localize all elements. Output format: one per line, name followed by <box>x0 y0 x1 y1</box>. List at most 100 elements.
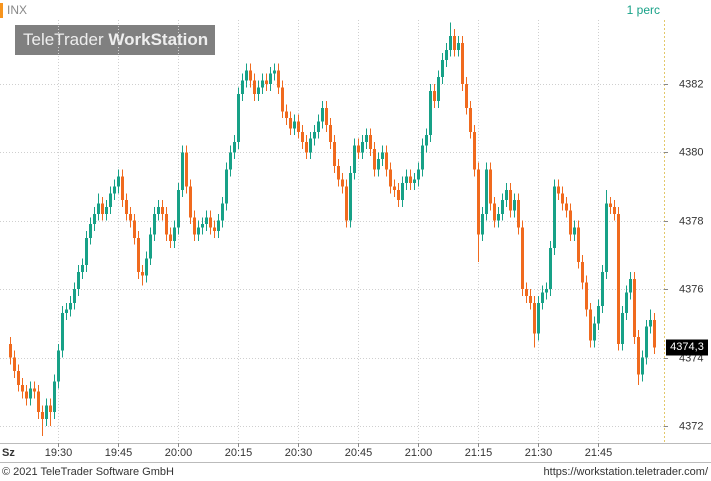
candle-body <box>605 203 608 273</box>
candle-body <box>365 135 368 143</box>
candle-body <box>229 152 232 170</box>
candle-body <box>265 80 268 84</box>
candle-body <box>109 193 112 208</box>
candle-body <box>141 272 144 276</box>
candle-body <box>421 145 424 170</box>
symbol-marker <box>0 3 3 18</box>
candle-body <box>493 203 496 221</box>
candle-body <box>289 118 292 129</box>
candle-body <box>325 107 328 125</box>
candle-body <box>405 176 408 184</box>
candle-body <box>409 176 412 184</box>
candle-body <box>445 49 448 61</box>
candle-body <box>257 87 260 95</box>
candle-body <box>629 278 632 293</box>
candle-body <box>217 220 220 231</box>
candle-body <box>337 166 340 180</box>
candle-body <box>105 207 108 214</box>
candle-body <box>613 207 616 214</box>
candle-body <box>45 405 48 420</box>
candle-body <box>201 224 204 228</box>
candle-body <box>469 107 472 132</box>
candle-body <box>161 207 164 214</box>
watermark: TeleTrader WorkStation <box>23 30 208 49</box>
candle-body <box>577 227 580 262</box>
candle-body <box>13 357 16 372</box>
candle-body <box>117 176 120 187</box>
candle-body <box>561 193 564 204</box>
candle-body <box>185 152 188 187</box>
candle-body <box>37 391 40 413</box>
candle-body <box>305 142 308 153</box>
candle-body <box>329 124 332 143</box>
candle-body <box>245 70 248 81</box>
candle-body <box>293 121 296 129</box>
candle-body <box>385 152 388 170</box>
candle-body <box>149 234 152 259</box>
candle-body <box>621 313 624 344</box>
x-tick-label: 20:00 <box>165 447 193 459</box>
candle-body <box>157 207 160 214</box>
x-tick-label: 20:15 <box>225 447 253 459</box>
candle-body <box>313 131 316 139</box>
candle-body <box>225 169 228 204</box>
candle-body <box>181 152 184 190</box>
candle-body <box>165 213 168 235</box>
candle-body <box>381 152 384 160</box>
candle-body <box>345 186 348 221</box>
candle-body <box>541 292 544 303</box>
candle-body <box>569 210 572 235</box>
candle-body <box>533 302 536 334</box>
y-tick-label: 4380 <box>679 146 703 158</box>
last-value-label: 4374,3 <box>670 341 704 353</box>
symbol: INX <box>7 3 27 17</box>
candle-body <box>213 227 216 231</box>
candle-body <box>317 121 320 132</box>
candle-body <box>285 111 288 119</box>
candle-body <box>49 405 52 413</box>
candle-body <box>173 227 176 242</box>
candle-body <box>137 237 140 273</box>
candle-body <box>273 70 276 74</box>
candle-body <box>269 73 272 84</box>
candle-body <box>197 227 200 235</box>
candle-body <box>97 203 100 214</box>
candle-body <box>397 189 400 201</box>
candle-body <box>617 213 620 344</box>
candle-body <box>521 227 524 290</box>
candle-body <box>241 80 244 95</box>
x-tick-label: 19:30 <box>45 447 73 459</box>
candle-body <box>413 179 416 184</box>
candle-body <box>57 350 60 382</box>
candle-body <box>393 186 396 190</box>
candle-body <box>129 213 132 221</box>
candle-body <box>9 343 12 358</box>
candle-body <box>113 186 116 194</box>
candle-body <box>557 186 560 194</box>
y-tick-label: 4374 <box>679 352 703 364</box>
candle-body <box>449 36 452 50</box>
candle-body <box>465 83 468 108</box>
candle-body <box>513 200 516 211</box>
x-tick-label: 19:45 <box>105 447 133 459</box>
candle-body <box>81 265 84 273</box>
candle-body <box>281 87 284 112</box>
candle-body <box>121 176 124 201</box>
candle-body <box>453 36 456 50</box>
candle-body <box>537 302 540 334</box>
candle-body <box>349 172 352 221</box>
x-tick-label: 21:45 <box>585 447 613 459</box>
candle-body <box>481 213 484 235</box>
candle-body <box>377 159 380 170</box>
candle-body <box>653 319 656 348</box>
candle-body <box>61 313 64 351</box>
candle-body <box>341 179 344 187</box>
candle-body <box>249 70 252 81</box>
candle-body <box>645 326 648 358</box>
candle-body <box>25 391 28 399</box>
last-value-box <box>666 339 708 356</box>
candle-body <box>597 306 600 324</box>
candle-body <box>489 169 492 204</box>
